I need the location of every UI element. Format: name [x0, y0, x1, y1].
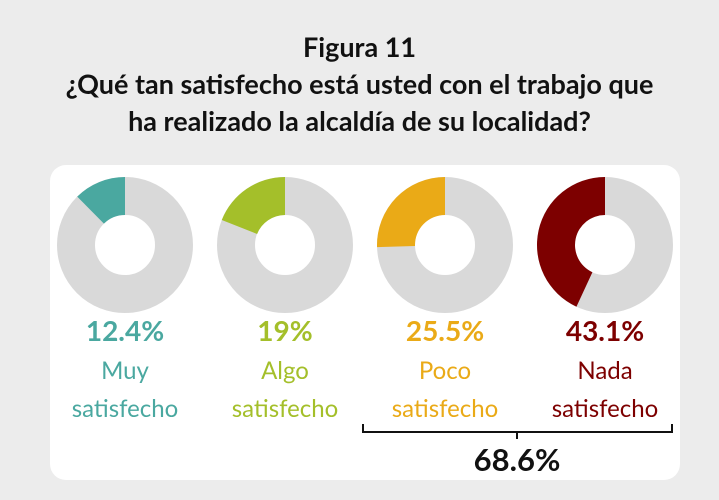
- value-label: 25.5%: [405, 313, 485, 347]
- annotation: 68.6%: [473, 440, 561, 478]
- donut-slice: [221, 177, 285, 234]
- donut-slice: [77, 177, 125, 224]
- category-label: Muy satisfecho: [71, 356, 179, 423]
- bracket-line: [362, 424, 673, 439]
- category-label: Poco satisfecho: [391, 356, 499, 423]
- chart-subtitle: ¿Qué tan satisfecho está usted con el tr…: [65, 67, 654, 137]
- donut-slice: [536, 177, 605, 307]
- category-label: Algo satisfecho: [231, 356, 339, 423]
- category-label: Nada satisfecho: [551, 356, 659, 423]
- donut-slice: [376, 177, 445, 248]
- value-label: 19%: [257, 313, 313, 347]
- value-label: 12.4%: [85, 313, 165, 347]
- bracket: [362, 424, 673, 439]
- chart-title: Figura 11: [302, 30, 417, 63]
- value-label: 43.1%: [565, 313, 645, 347]
